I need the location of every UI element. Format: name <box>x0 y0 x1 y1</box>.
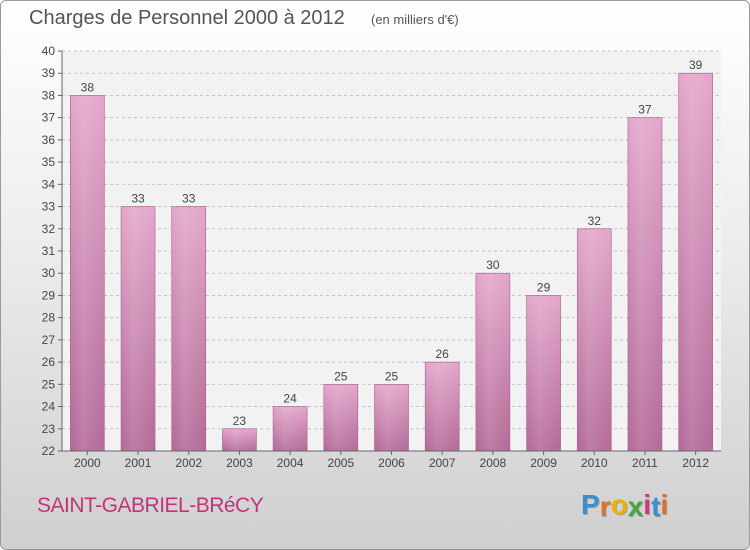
data-label: 38 <box>81 80 95 94</box>
y-tick-label: 30 <box>42 266 56 280</box>
chart-subtitle: (en milliers d'€) <box>371 12 459 27</box>
y-tick-label: 32 <box>42 222 56 236</box>
data-label: 26 <box>436 347 450 361</box>
y-tick-label: 33 <box>42 200 56 214</box>
bar-highlight <box>528 296 559 451</box>
bar-highlight <box>123 207 154 451</box>
y-tick-label: 29 <box>42 288 56 302</box>
bar-highlight <box>427 363 458 451</box>
y-tick-label: 31 <box>42 244 56 258</box>
x-tick-label: 2001 <box>125 456 152 470</box>
data-label: 25 <box>334 369 348 383</box>
logo-letter: t <box>651 491 661 522</box>
y-tick-label: 27 <box>42 333 56 347</box>
data-label: 30 <box>486 258 500 272</box>
x-tick-label: 2000 <box>74 456 101 470</box>
proxiti-logo[interactable]: Proxiti <box>581 489 669 522</box>
bar-highlight <box>72 96 103 451</box>
x-tick-label: 2004 <box>277 456 304 470</box>
x-tick-label: 2003 <box>226 456 253 470</box>
bar-highlight <box>325 385 356 451</box>
axes-group: 22 23 24 25 26 27 28 29 30 31 32 33 34 35 36 37 38 39 40 20… <box>42 44 721 470</box>
y-tick-label: 23 <box>42 422 56 436</box>
bar-highlight <box>224 429 255 451</box>
y-tick-label: 24 <box>42 400 56 414</box>
logo-letter: i <box>660 489 669 520</box>
y-tick-label: 25 <box>42 377 56 391</box>
y-tick-label: 34 <box>42 177 56 191</box>
x-tick-label: 2002 <box>175 456 202 470</box>
data-label: 32 <box>588 214 602 228</box>
data-label: 33 <box>131 192 145 206</box>
logo-letter: P <box>581 489 600 520</box>
y-tick-label: 22 <box>42 444 56 458</box>
data-labels-group: 38 33 33 23 24 25 25 26 30 29 32 37 39 <box>81 58 703 428</box>
bar-highlight <box>680 74 711 451</box>
commune-name: SAINT-GABRIEL-BRéCY <box>37 494 264 517</box>
data-label: 33 <box>182 192 196 206</box>
x-tick-label: 2011 <box>632 456 658 470</box>
bar-highlight <box>275 407 306 451</box>
bars-group <box>70 72 713 452</box>
y-tick-label: 36 <box>42 133 56 147</box>
x-tick-label: 2008 <box>480 456 507 470</box>
bar-highlight <box>477 274 508 451</box>
x-tick-label: 2012 <box>682 456 709 470</box>
logo-letter: x <box>627 491 644 522</box>
x-tick-label: 2006 <box>378 456 405 470</box>
data-label: 23 <box>233 414 247 428</box>
data-label: 25 <box>385 369 399 383</box>
y-tick-label: 39 <box>42 66 56 80</box>
data-label: 39 <box>689 58 703 72</box>
chart-title: Charges de Personnel 2000 à 2012 <box>29 7 345 29</box>
y-tick-label: 37 <box>42 111 56 125</box>
logo-letter: o <box>610 489 628 520</box>
y-tick-label: 35 <box>42 155 56 169</box>
logo-letter: i <box>643 489 652 520</box>
y-tick-label: 26 <box>42 355 56 369</box>
x-tick-label: 2010 <box>581 456 608 470</box>
y-tick-label: 40 <box>42 44 56 58</box>
data-label: 37 <box>638 103 652 117</box>
data-label: 29 <box>537 280 551 294</box>
data-label: 24 <box>283 392 297 406</box>
bar-highlight <box>629 118 660 452</box>
bar-highlight <box>579 229 610 451</box>
x-tick-label: 2007 <box>429 456 456 470</box>
y-tick-label: 28 <box>42 311 56 325</box>
y-tick-label: 38 <box>42 88 56 102</box>
bar-highlight <box>173 207 204 451</box>
bar-highlight <box>376 385 407 451</box>
logo-letter: r <box>599 491 611 522</box>
x-tick-label: 2005 <box>327 456 354 470</box>
x-tick-label: 2009 <box>530 456 557 470</box>
